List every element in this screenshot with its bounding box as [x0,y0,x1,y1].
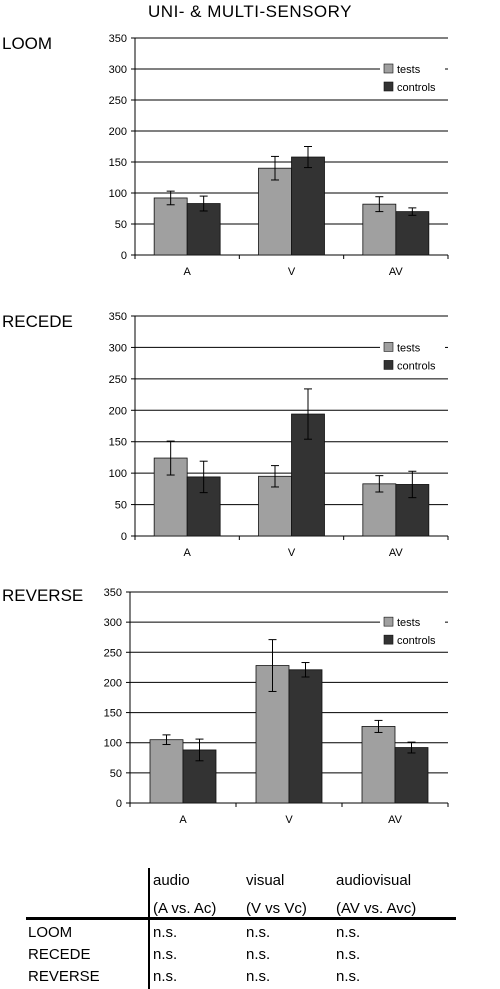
x-tick-label-av: AV [388,814,403,826]
panel-label-reverse: REVERSE [2,586,84,605]
legend-swatch-controls [383,81,394,92]
legend-swatch-tests [383,342,394,352]
y-tick-label: 150 [109,157,127,169]
y-tick-label: 100 [109,468,127,480]
y-tick-label: 150 [109,437,127,449]
col-header-audio: audio [153,872,190,889]
y-tick-label: 250 [104,647,122,659]
legend-swatch-controls [383,634,394,645]
legend-background [380,62,470,94]
bar-tests-a [149,739,184,804]
y-tick-label: 350 [109,311,127,323]
row-label-reverse: REVERSE [28,968,100,985]
cell-loom-audiovisual: n.s. [336,924,361,941]
cell-loom-audio: n.s. [153,924,178,941]
legend-label-tests: tests [397,342,421,354]
bar-tests-av [362,203,397,256]
bar-tests-av [361,726,396,804]
x-tick-label-a: A [183,266,191,278]
bar-controls-a [186,203,221,256]
y-tick-label: 300 [104,617,122,629]
y-tick-label: 300 [109,64,127,76]
legend-swatch-controls [383,360,394,370]
col-subheader-visual: (V vs Vc) [246,900,307,917]
y-tick-label: 250 [109,95,127,107]
bar-controls-v [288,669,323,804]
y-tick-label: 50 [115,219,127,231]
row-label-loom: LOOM [28,924,73,941]
y-tick-label: 50 [115,500,127,512]
legend-label-controls: controls [397,82,436,94]
significance-table: audio visual audiovisual (A vs. Ac) (V v… [0,860,500,989]
panel-label-loom: LOOM [2,34,53,53]
cell-reverse-audio: n.s. [153,968,178,985]
table-vertical-rule [148,868,150,989]
bar-controls-av [394,747,429,804]
y-tick-label: 50 [110,768,122,780]
x-tick-label-a: A [183,547,191,559]
y-tick-label: 0 [121,250,127,262]
y-tick-label: 300 [109,342,127,354]
x-tick-label-v: V [288,547,296,559]
y-tick-label: 100 [104,738,122,750]
cell-reverse-audiovisual: n.s. [336,968,361,985]
legend-label-tests: tests [397,617,421,629]
col-header-audiovisual: audiovisual [336,872,412,889]
col-subheader-audio: (A vs. Ac) [153,900,217,917]
cell-loom-visual: n.s. [246,924,271,941]
x-tick-label-v: V [288,266,296,278]
y-tick-label: 0 [121,531,127,543]
x-tick-label-av: AV [389,266,404,278]
y-tick-label: 200 [104,677,122,689]
x-tick-label-v: V [285,814,293,826]
legend-background [380,615,470,648]
y-tick-label: 150 [104,708,122,720]
y-tick-label: 200 [109,405,127,417]
bar-controls-av [395,211,430,256]
y-tick-label: 100 [109,188,127,200]
legend-label-controls: controls [397,360,436,372]
y-tick-label: 0 [116,798,122,810]
bar-tests-v [258,167,292,256]
legend-label-controls: controls [397,635,436,647]
col-subheader-audiovisual: (AV vs. Avc) [336,900,417,917]
cell-recede-audio: n.s. [153,946,178,963]
table-horizontal-rule [26,917,456,920]
legend-swatch-tests [383,616,394,627]
legend-background [380,340,470,373]
panel-label-recede: RECEDE [2,312,73,331]
bar-controls-v [291,156,325,256]
row-label-recede: RECEDE [28,946,91,963]
y-tick-label: 350 [104,587,122,599]
cell-recede-visual: n.s. [246,946,271,963]
legend-label-tests: tests [397,64,421,76]
x-tick-label-a: A [179,814,187,826]
cell-recede-audiovisual: n.s. [336,946,361,963]
cell-reverse-visual: n.s. [246,968,271,985]
y-tick-label: 350 [109,33,127,45]
y-tick-label: 200 [109,126,127,138]
y-tick-label: 250 [109,374,127,386]
figure-title: UNI- & MULTI-SENSORY [148,2,352,21]
col-header-visual: visual [246,872,285,889]
x-tick-label-av: AV [389,547,404,559]
bar-tests-a [153,197,188,256]
legend-swatch-tests [383,63,394,74]
